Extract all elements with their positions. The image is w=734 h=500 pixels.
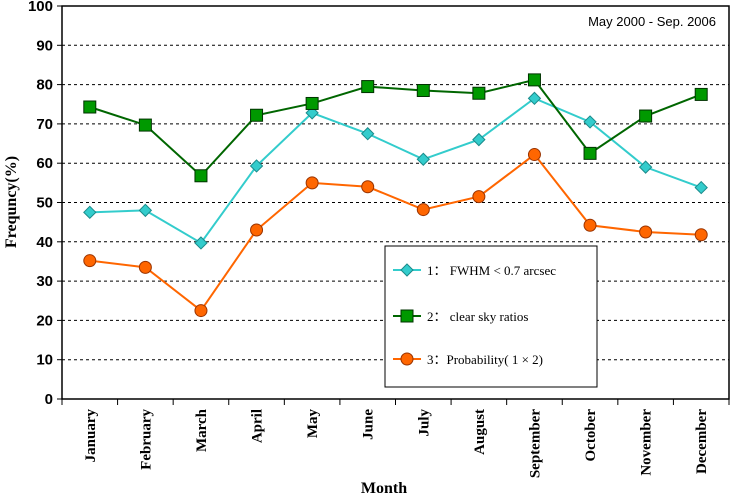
- series-1-point: [83, 205, 97, 220]
- y-axis-title: Frequncy(%): [3, 156, 20, 248]
- series-3-point: [83, 254, 97, 268]
- series-3-point: [194, 304, 208, 318]
- series-3-point: [361, 180, 375, 194]
- y-tick-label: 60: [36, 155, 53, 172]
- series-2-point: [83, 100, 97, 114]
- legend-label: 1： FWHM < 0.7 arcsec: [427, 263, 556, 278]
- series-3-point: [583, 218, 597, 232]
- series-2-point: [138, 118, 152, 132]
- series-3-line: [89, 153, 702, 313]
- y-axis: 0 10 20 30 40 50 60 70 80 90 100: [28, 0, 62, 408]
- legend-label: 3：Probability( 1 × 2): [427, 352, 543, 367]
- series-3-point: [694, 228, 708, 242]
- y-tick-label: 90: [36, 37, 53, 54]
- series-1-point: [583, 115, 597, 129]
- series-1-point: [138, 203, 153, 218]
- y-tick-label: 50: [36, 195, 53, 212]
- x-tick-label: June: [361, 409, 377, 440]
- series-3-point: [416, 203, 430, 217]
- x-tick-label: August: [472, 409, 488, 455]
- series-2-point: [527, 73, 541, 87]
- y-tick-label: 80: [36, 77, 53, 94]
- series-3-point: [250, 223, 264, 237]
- series-2-point: [305, 96, 319, 110]
- series-3-point: [472, 190, 486, 204]
- x-tick-label: March: [194, 408, 210, 452]
- y-tick-label: 40: [36, 234, 53, 251]
- series-1-point: [194, 236, 208, 250]
- y-tick-label: 20: [36, 312, 53, 329]
- series-3-point: [305, 176, 319, 190]
- series-1-line: [89, 97, 702, 245]
- legend-label: 2： clear sky ratios: [427, 309, 528, 324]
- legend: 1： FWHM < 0.7 arcsec 2： clear sky ratios 3…: [384, 245, 598, 388]
- series-1-point: [249, 159, 264, 173]
- legend-marker: [400, 352, 414, 366]
- x-tick-label: September: [527, 409, 543, 478]
- series-1-point: [416, 152, 430, 166]
- x-axis: January February March April May June July Augu…: [61, 399, 730, 478]
- x-tick-label: July: [416, 409, 432, 437]
- series-2-line: [89, 78, 702, 178]
- series-1-point: [694, 180, 708, 195]
- series-3-point: [527, 148, 541, 162]
- series-3-point: [639, 225, 653, 239]
- series-group: [83, 73, 708, 318]
- series-2-point: [472, 86, 486, 100]
- y-tick-label: 100: [28, 0, 53, 15]
- x-tick-label: November: [639, 409, 655, 476]
- series-2-point: [639, 109, 653, 123]
- y-tick-label: 0: [45, 391, 53, 408]
- series-1-point: [527, 91, 542, 106]
- series-2-point: [694, 87, 708, 101]
- chart-annotation: May 2000 - Sep. 2006: [588, 14, 716, 29]
- legend-marker: [400, 263, 414, 277]
- series-2-point: [361, 80, 375, 94]
- x-tick-label: January: [83, 409, 99, 463]
- y-tick-label: 10: [36, 352, 53, 369]
- x-tick-label: April: [250, 409, 266, 443]
- legend-marker: [400, 309, 414, 323]
- series-2-point: [194, 169, 208, 183]
- series-3: [83, 148, 708, 318]
- series-1-point: [472, 132, 486, 147]
- x-tick-label: December: [694, 409, 710, 474]
- legend-items: 1： FWHM < 0.7 arcsec 2： clear sky ratios 3…: [393, 263, 556, 367]
- x-tick-label: February: [138, 409, 154, 470]
- series-3-point: [138, 260, 152, 274]
- series-2-point: [250, 108, 264, 122]
- x-axis-title: Month: [361, 480, 407, 497]
- series-1-point: [638, 160, 653, 174]
- y-tick-label: 30: [36, 273, 53, 290]
- y-tick-label: 70: [36, 116, 53, 133]
- x-tick-label: May: [305, 409, 321, 439]
- x-tick-label: October: [583, 409, 599, 462]
- series-2: [83, 73, 708, 183]
- series-1-point: [361, 127, 375, 141]
- series-2-point: [583, 146, 597, 160]
- series-2-point: [416, 83, 430, 97]
